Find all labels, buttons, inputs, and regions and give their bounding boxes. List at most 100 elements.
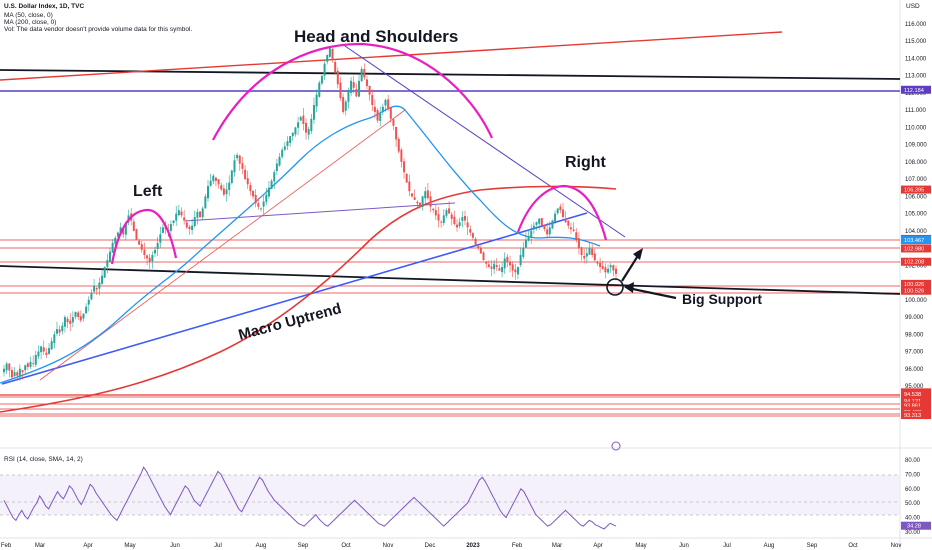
macro-uptrend-line[interactable] bbox=[1, 212, 588, 385]
price-tick-label: 95.000 bbox=[905, 384, 924, 390]
thin-red-trendline[interactable] bbox=[39, 109, 406, 381]
price-tag-bg bbox=[901, 244, 931, 253]
candle-body bbox=[564, 218, 567, 223]
right-label[interactable]: Right bbox=[565, 154, 607, 171]
candle-body bbox=[135, 229, 138, 240]
candle-body bbox=[156, 242, 159, 249]
candle-body bbox=[384, 99, 387, 106]
candle-body bbox=[363, 69, 366, 78]
up-arrow[interactable] bbox=[621, 248, 643, 282]
candle-body bbox=[615, 268, 617, 274]
price-tick-label: 104.000 bbox=[905, 229, 927, 235]
descending-neckline[interactable] bbox=[341, 43, 626, 238]
candle-body bbox=[477, 246, 480, 249]
head-shoulders-label[interactable]: Head and Shoulders bbox=[294, 27, 458, 46]
candle-body bbox=[334, 61, 337, 73]
candle-body bbox=[53, 334, 56, 344]
rsi-last-tag-bg bbox=[901, 521, 931, 530]
candle-body bbox=[432, 208, 435, 211]
candle-body bbox=[336, 70, 339, 85]
candle-body bbox=[259, 208, 262, 210]
candle-body bbox=[599, 262, 602, 268]
candle-body bbox=[495, 265, 498, 268]
candle-body bbox=[596, 261, 599, 264]
big-support-circle[interactable] bbox=[606, 278, 624, 296]
big-support-label[interactable]: Big Support bbox=[682, 291, 762, 307]
price-tag-label: 100.526 bbox=[904, 289, 924, 295]
head-arc bbox=[212, 42, 493, 141]
candle-body bbox=[434, 210, 437, 216]
price-tick-label: 97.000 bbox=[905, 350, 924, 356]
candle-body bbox=[106, 260, 109, 267]
price-tick-label: 112.000 bbox=[905, 91, 927, 97]
candle-body bbox=[222, 188, 225, 195]
ma200-legend[interactable]: MA (200, close, 0) bbox=[4, 19, 57, 26]
candle-body bbox=[10, 370, 13, 378]
candle-body bbox=[498, 268, 501, 271]
price-tag-bg bbox=[901, 185, 931, 194]
rsi-legend[interactable]: RSI (14, close, SMA, 14, 2) bbox=[4, 456, 83, 463]
candle-body bbox=[530, 230, 533, 238]
candle-body bbox=[42, 347, 45, 352]
candle-body bbox=[183, 217, 186, 221]
candle-body bbox=[511, 264, 514, 271]
candle-body bbox=[479, 248, 482, 254]
candle-body bbox=[50, 341, 53, 350]
candle-body bbox=[503, 258, 506, 269]
candle-body bbox=[320, 75, 323, 84]
candle-body bbox=[201, 208, 204, 218]
candle-body bbox=[527, 236, 530, 241]
time-tick-label: May bbox=[124, 543, 135, 549]
candle-body bbox=[554, 213, 557, 222]
candle-body bbox=[493, 263, 496, 270]
channel-bottom-line[interactable] bbox=[0, 265, 901, 295]
price-tick-label: 102.000 bbox=[905, 263, 927, 269]
candle-body bbox=[522, 248, 525, 257]
candle-body bbox=[376, 110, 379, 121]
candle-body bbox=[469, 229, 472, 233]
red-rising-line[interactable] bbox=[0, 31, 783, 81]
candle-body bbox=[323, 63, 326, 76]
candle-body bbox=[140, 244, 143, 250]
candle-body bbox=[514, 269, 517, 273]
time-tick-label: Nov bbox=[383, 543, 394, 549]
candle-body bbox=[318, 82, 321, 97]
candle-body bbox=[79, 316, 82, 321]
candle-body bbox=[87, 299, 90, 305]
candle-body bbox=[199, 211, 202, 218]
candle-body bbox=[21, 370, 24, 373]
ma50-legend[interactable]: MA (50, close, 0) bbox=[4, 12, 53, 19]
candlestick-series bbox=[3, 47, 617, 381]
candle-body bbox=[40, 346, 43, 353]
time-axis[interactable]: Feb Mar Apr May Jun Jul Aug Sep Oct Nov Dec 2023 Feb… bbox=[1, 543, 902, 549]
macro-uptrend-label[interactable]: Macro Uptrend bbox=[237, 300, 344, 344]
candle-body bbox=[154, 249, 157, 254]
candle-body bbox=[16, 372, 19, 376]
channel-top-line[interactable] bbox=[0, 69, 901, 80]
currency-label: USD bbox=[906, 3, 920, 10]
time-tick-label: Oct bbox=[341, 543, 351, 549]
price-tag-bg bbox=[901, 397, 931, 406]
support-arrow[interactable] bbox=[624, 282, 677, 300]
candle-body bbox=[371, 94, 374, 106]
candle-body bbox=[506, 256, 509, 262]
event-icon[interactable] bbox=[611, 441, 621, 451]
price-axis[interactable]: 116.000 115.000 114.000 113.000 112.000 111.0… bbox=[905, 22, 927, 390]
candle-body bbox=[559, 206, 562, 211]
time-tick-label: Aug bbox=[256, 543, 267, 549]
candle-body bbox=[548, 227, 551, 235]
candle-body bbox=[98, 282, 101, 289]
candle-body bbox=[34, 354, 37, 365]
price-tick-label: 106.000 bbox=[905, 194, 927, 200]
rsi-tick-label: 40.00 bbox=[905, 516, 921, 522]
left-label[interactable]: Left bbox=[133, 183, 163, 200]
candle-body bbox=[286, 141, 289, 147]
candle-body bbox=[607, 268, 610, 273]
candle-body bbox=[315, 94, 318, 107]
candle-body bbox=[458, 222, 461, 227]
price-tag-bg bbox=[901, 286, 931, 295]
purple-neckline[interactable] bbox=[184, 202, 456, 222]
candle-body bbox=[146, 255, 149, 259]
